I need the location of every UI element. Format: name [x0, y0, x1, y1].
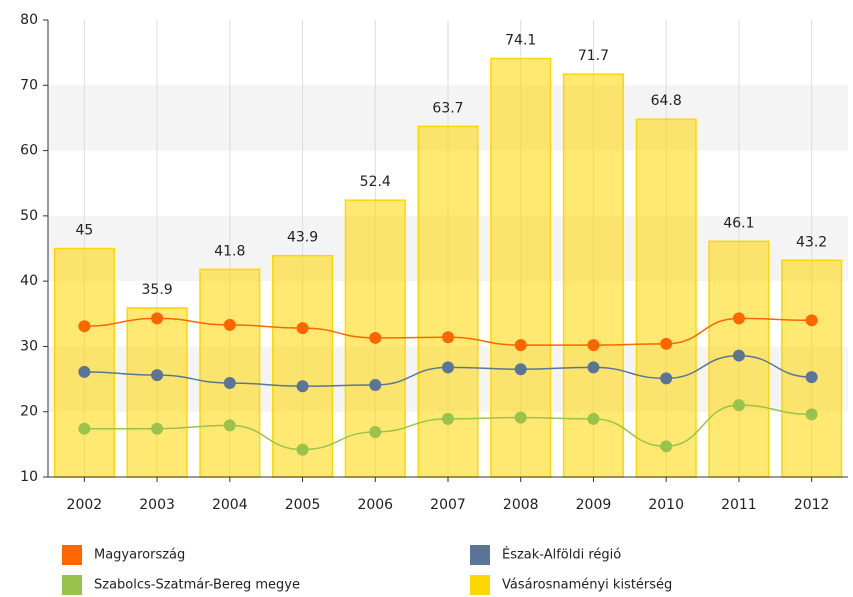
data-label: 63.7 [432, 100, 463, 116]
x-tick-label: 2010 [648, 497, 684, 513]
y-tick-label: 30 [20, 338, 38, 354]
point [732, 399, 745, 412]
point [587, 412, 600, 425]
point [805, 408, 818, 421]
bar [635, 118, 697, 478]
legend-swatch [470, 545, 490, 565]
data-label: 43.9 [287, 230, 318, 246]
y-tick-label: 70 [20, 77, 38, 93]
point [78, 365, 91, 378]
data-label: 45 [75, 223, 93, 239]
point [732, 312, 745, 325]
bar [199, 268, 261, 478]
x-tick-label: 2007 [430, 497, 466, 513]
data-label: 71.7 [578, 48, 609, 64]
y-tick-label: 10 [20, 469, 38, 485]
bar [781, 259, 843, 478]
point [805, 371, 818, 384]
x-tick-label: 2008 [503, 497, 539, 513]
bar [490, 57, 552, 478]
point [514, 363, 527, 376]
y-tick-label: 40 [20, 273, 38, 289]
point [223, 419, 236, 432]
point [442, 412, 454, 425]
point [369, 425, 382, 438]
point [442, 331, 454, 344]
point [442, 361, 454, 374]
legend-label: Magyarország [94, 548, 185, 563]
point [369, 378, 382, 391]
x-tick-label: 2004 [212, 497, 248, 513]
point [223, 376, 236, 389]
data-label: 41.8 [214, 243, 245, 259]
x-tick-label: 2002 [67, 497, 103, 513]
bar [126, 307, 188, 478]
point [78, 422, 91, 435]
y-tick-label: 50 [20, 208, 38, 224]
point [660, 372, 673, 385]
point [296, 443, 309, 456]
x-tick-label: 2005 [285, 497, 321, 513]
x-tick-label: 2009 [576, 497, 612, 513]
point [151, 312, 164, 325]
legend-swatch [62, 545, 82, 565]
point [151, 422, 164, 435]
point [514, 411, 527, 424]
point [369, 331, 382, 344]
x-tick-label: 2011 [721, 497, 757, 513]
data-label: 35.9 [142, 282, 173, 298]
legend-swatch [470, 575, 490, 595]
data-label: 74.1 [505, 33, 536, 49]
point [660, 440, 673, 453]
data-label: 64.8 [651, 93, 682, 109]
y-tick-label: 20 [20, 404, 38, 420]
y-tick-label: 60 [20, 143, 38, 159]
bar [53, 247, 115, 478]
data-label: 46.1 [723, 215, 754, 231]
point [223, 318, 236, 331]
point [296, 322, 309, 335]
point [296, 380, 309, 393]
point [732, 349, 745, 362]
point [805, 314, 818, 327]
legend-label: Szabolcs-Szatmár-Bereg megye [94, 578, 300, 593]
legend-label: Vásárosnaményi kistérség [502, 578, 672, 593]
bar [271, 254, 334, 478]
y-tick-label: 80 [20, 12, 38, 28]
data-label: 52.4 [360, 174, 391, 190]
point [587, 339, 600, 352]
x-tick-label: 2003 [139, 497, 175, 513]
data-label: 43.2 [796, 234, 827, 250]
point [151, 369, 164, 382]
point [587, 361, 600, 374]
x-tick-label: 2006 [357, 497, 393, 513]
legend-swatch [62, 575, 82, 595]
point [78, 320, 91, 333]
legend-label: Észak-Alföldi régió [502, 547, 621, 563]
point [514, 339, 527, 352]
point [660, 337, 673, 350]
x-tick-label: 2012 [794, 497, 830, 513]
